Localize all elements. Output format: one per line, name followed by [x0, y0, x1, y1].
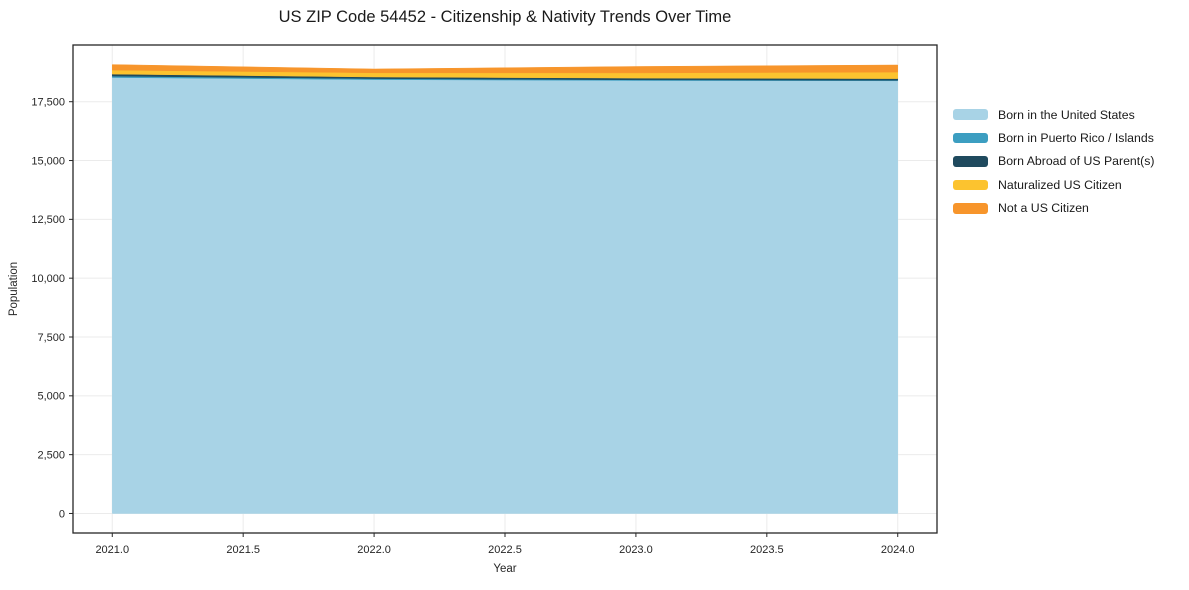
legend-swatch-icon: [953, 109, 988, 120]
legend-swatch-icon: [953, 179, 988, 191]
x-tick-label: 2022.0: [357, 544, 391, 556]
y-tick-label: 15,000: [31, 155, 65, 167]
legend-swatch-icon: [953, 156, 988, 167]
legend-label: Naturalized US Citizen: [998, 177, 1122, 192]
y-tick-label: 17,500: [31, 97, 65, 109]
x-tick-label: 2021.5: [226, 544, 260, 556]
y-tick-label: 5,000: [37, 391, 65, 403]
legend-label: Born in Puerto Rico / Islands: [998, 131, 1154, 146]
x-tick-label: 2023.5: [750, 544, 784, 556]
x-tick-label: 2021.0: [95, 544, 129, 556]
area-series: [112, 64, 898, 74]
x-tick-label: 2024.0: [881, 544, 915, 556]
y-tick-label: 10,000: [31, 273, 65, 285]
legend-item: Not a US Citizen: [953, 197, 1155, 220]
x-tick-label: 2022.5: [488, 544, 522, 556]
legend: Born in the United States Born in Puerto …: [953, 103, 1155, 220]
legend-item: Born Abroad of US Parent(s): [953, 150, 1155, 173]
legend-swatch-icon: [953, 203, 988, 214]
legend-label: Not a US Citizen: [998, 201, 1089, 216]
legend-item: Born in the United States: [953, 103, 1155, 126]
legend-item: Naturalized US Citizen: [953, 173, 1155, 196]
legend-label: Born in the United States: [998, 107, 1135, 122]
y-tick-label: 7,500: [37, 332, 65, 344]
x-tick-label: 2023.0: [619, 544, 653, 556]
y-tick-label: 12,500: [31, 214, 65, 226]
y-tick-label: 0: [59, 508, 65, 520]
legend-label: Born Abroad of US Parent(s): [998, 154, 1155, 169]
legend-swatch-icon: [953, 132, 988, 144]
area-series: [112, 77, 898, 514]
y-tick-label: 2,500: [37, 449, 65, 461]
chart-title: US ZIP Code 54452 - Citizenship & Nativi…: [278, 8, 732, 26]
x-axis-label: Year: [493, 563, 517, 575]
legend-item: Born in Puerto Rico / Islands: [953, 126, 1155, 149]
